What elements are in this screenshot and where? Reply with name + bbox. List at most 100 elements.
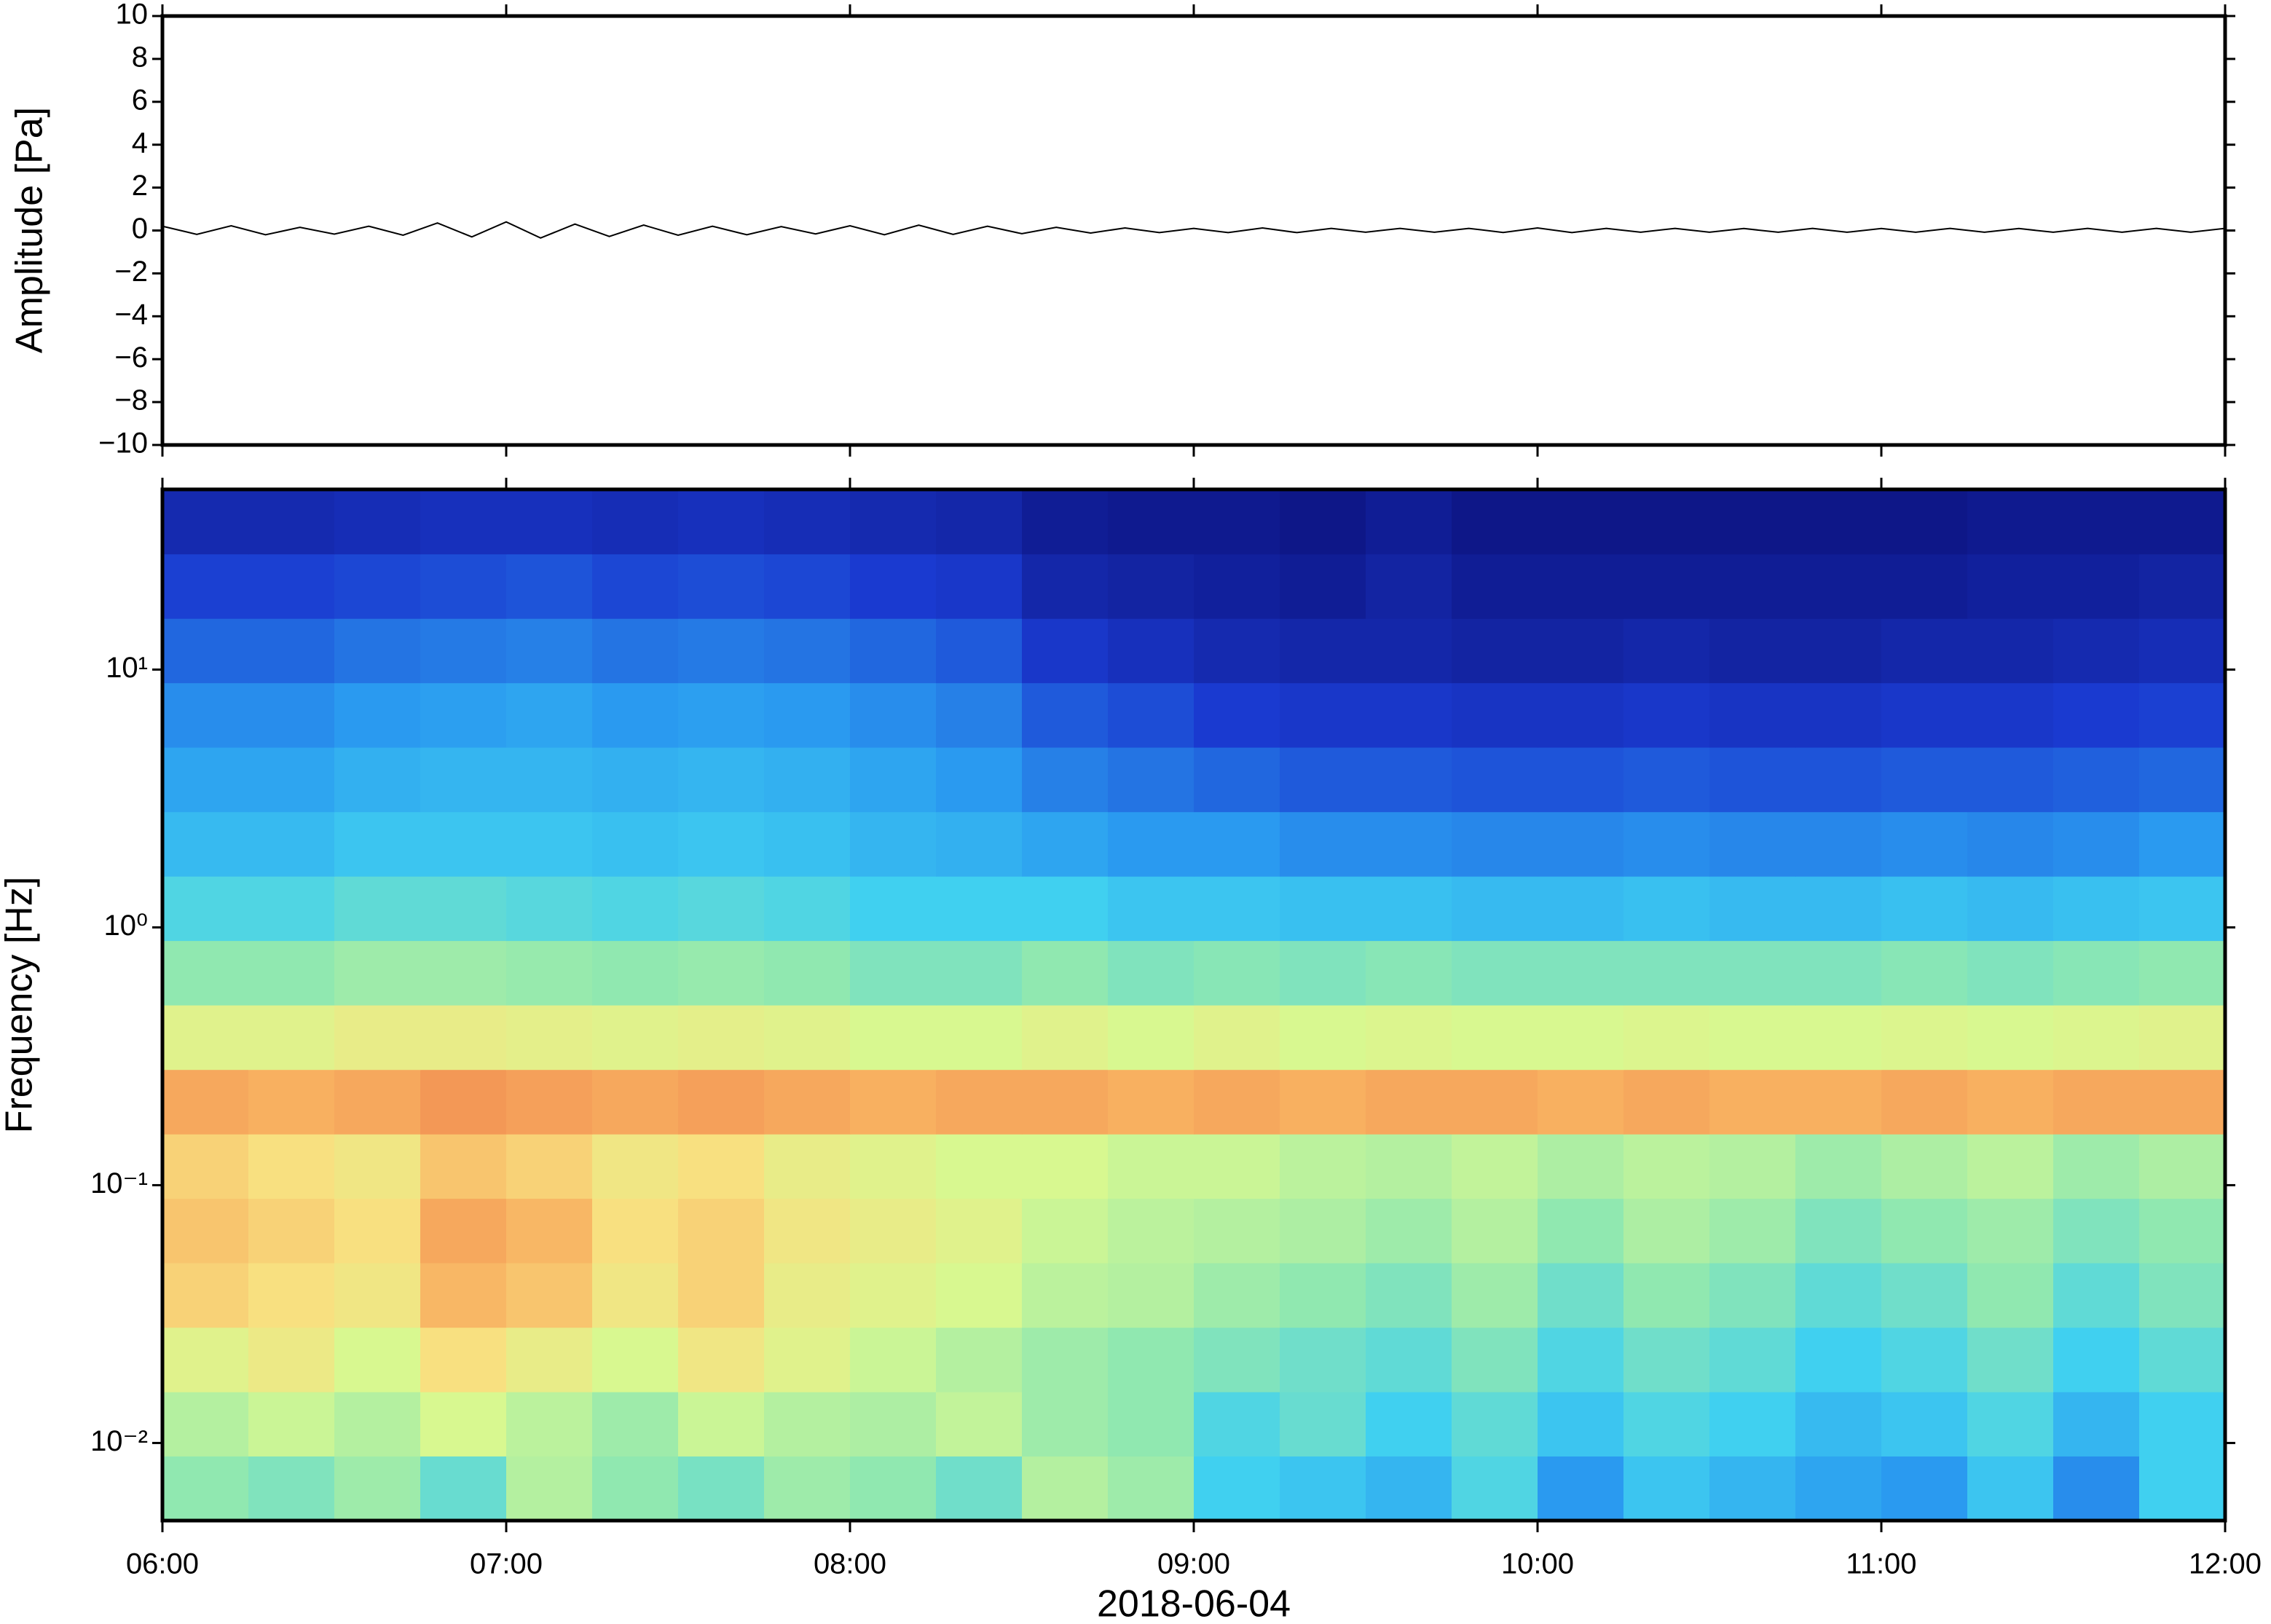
spectrogram-cell bbox=[162, 1263, 249, 1328]
spectrogram-cell bbox=[678, 489, 765, 555]
spectrogram-cell bbox=[1366, 618, 1452, 684]
spectrogram-cell bbox=[1623, 940, 1710, 1006]
spectrogram-cell bbox=[1967, 1327, 2054, 1392]
spectrogram-cell bbox=[1452, 1005, 1538, 1071]
spectrogram-cell bbox=[1280, 1327, 1366, 1392]
spectrogram-cell bbox=[764, 1263, 851, 1328]
spectrogram-cell bbox=[162, 1198, 249, 1264]
spectrogram-cell bbox=[592, 1134, 679, 1199]
spectrogram-cell bbox=[1194, 1392, 1280, 1457]
spectrogram-cell bbox=[678, 1392, 765, 1457]
spectrogram-cell bbox=[1452, 1327, 1538, 1392]
spectrogram-cell bbox=[936, 940, 1023, 1006]
spectrogram-cell bbox=[850, 553, 937, 619]
spectrogram-cell bbox=[506, 1005, 593, 1071]
spectrogram-cell bbox=[1623, 876, 1710, 942]
spectrogram-cell bbox=[2053, 747, 2140, 813]
spectrogram-cell bbox=[1022, 1198, 1109, 1264]
spectrogram-cell bbox=[592, 811, 679, 877]
spectrogram-cell bbox=[420, 1456, 507, 1521]
spectrogram-cell bbox=[506, 876, 593, 942]
x-tick-label: 11:00 bbox=[1846, 1548, 1916, 1580]
spectrogram-cell bbox=[592, 747, 679, 813]
spectrogram-cell bbox=[1022, 747, 1109, 813]
spectrogram-cell bbox=[420, 940, 507, 1006]
spectrogram-cell bbox=[1538, 1263, 1624, 1328]
spectrogram-cell bbox=[248, 1392, 335, 1457]
spectrogram-cell bbox=[1108, 1327, 1194, 1392]
x-tick-label: 08:00 bbox=[814, 1548, 886, 1580]
spectrogram-cell bbox=[1108, 1005, 1194, 1071]
spectrogram-cell bbox=[1538, 1069, 1624, 1135]
spectrogram-cell bbox=[1709, 618, 1796, 684]
y-tick-label: −6 bbox=[114, 342, 148, 374]
spectrogram-cell bbox=[1795, 940, 1882, 1006]
spectrogram-cell bbox=[1108, 876, 1194, 942]
y-tick-label: 10 bbox=[116, 0, 149, 31]
spectrogram-cell bbox=[420, 811, 507, 877]
spectrogram-cell bbox=[1967, 553, 2054, 619]
spectrogram-cell bbox=[1194, 682, 1280, 748]
spectrogram-cell bbox=[1967, 1392, 2054, 1457]
spectrogram-cell bbox=[764, 1198, 851, 1264]
spectrogram-cell bbox=[1194, 1134, 1280, 1199]
spectrogram-cell bbox=[1538, 876, 1624, 942]
spectrogram-cell bbox=[850, 682, 937, 748]
spectrogram-cell bbox=[592, 1263, 679, 1328]
spectrogram-cell bbox=[1538, 811, 1624, 877]
spectrogram-cell bbox=[1881, 1327, 1968, 1392]
spectrogram-cell bbox=[1709, 1327, 1796, 1392]
spectrogram-cell bbox=[592, 553, 679, 619]
spectrogram-cell bbox=[1194, 940, 1280, 1006]
spectrogram-cell bbox=[2053, 1263, 2140, 1328]
spectrogram-cell bbox=[1022, 618, 1109, 684]
spectrogram-cell bbox=[1108, 1456, 1194, 1521]
spectrogram-cell bbox=[1452, 1198, 1538, 1264]
spectrogram-cell bbox=[248, 489, 335, 555]
spectrogram-cell bbox=[1280, 1198, 1366, 1264]
spectrogram-cell bbox=[1538, 747, 1624, 813]
spectrogram-cell bbox=[248, 1134, 335, 1199]
spectrogram-cell bbox=[1452, 1392, 1538, 1457]
y-tick-label: 6 bbox=[132, 84, 148, 116]
spectrogram-cell bbox=[1452, 1456, 1538, 1521]
spectrogram-cell bbox=[1623, 747, 1710, 813]
spectrogram-cell bbox=[506, 489, 593, 555]
spectrogram-cell bbox=[1108, 553, 1194, 619]
spectrogram-cell bbox=[162, 940, 249, 1006]
spectrogram-cell bbox=[334, 1327, 421, 1392]
spectrogram-cell bbox=[334, 1263, 421, 1328]
spectrogram-cell bbox=[248, 747, 335, 813]
spectrogram-cell bbox=[1452, 1069, 1538, 1135]
spectrogram-cell bbox=[1194, 1069, 1280, 1135]
spectrogram-cell bbox=[2053, 1198, 2140, 1264]
spectrogram-cell bbox=[764, 1069, 851, 1135]
spectrogram-cell bbox=[1967, 811, 2054, 877]
spectrogram-cell bbox=[678, 1263, 765, 1328]
spectrogram-cell bbox=[2139, 811, 2226, 877]
spectrogram-cell bbox=[420, 1392, 507, 1457]
spectrogram-cell bbox=[850, 1327, 937, 1392]
spectrogram-cell bbox=[1795, 1456, 1882, 1521]
spectrogram-cell bbox=[1108, 1069, 1194, 1135]
spectrogram-cell bbox=[334, 876, 421, 942]
spectrogram-cell bbox=[1108, 1198, 1194, 1264]
spectrogram-cell bbox=[1194, 1198, 1280, 1264]
spectrogram-cell bbox=[1194, 1327, 1280, 1392]
spectrogram-cell bbox=[2053, 682, 2140, 748]
spectrogram-cell bbox=[1366, 1327, 1452, 1392]
spectrogram-cell bbox=[678, 811, 765, 877]
spectrogram-cell bbox=[1022, 940, 1109, 1006]
spectrogram-cell bbox=[2053, 1134, 2140, 1199]
spectrogram-cell bbox=[1452, 1134, 1538, 1199]
spectrogram-cell bbox=[162, 811, 249, 877]
spectrogram-cell bbox=[850, 1392, 937, 1457]
spectrogram-cell bbox=[1280, 1456, 1366, 1521]
spectrogram-cell bbox=[1280, 1005, 1366, 1071]
spectrogram-cell bbox=[248, 1198, 335, 1264]
x-axis-label: 2018-06-04 bbox=[1097, 1583, 1291, 1624]
y-tick-label: −4 bbox=[114, 299, 148, 331]
spectrogram-cell bbox=[1538, 1005, 1624, 1071]
spectrogram-cell bbox=[592, 618, 679, 684]
